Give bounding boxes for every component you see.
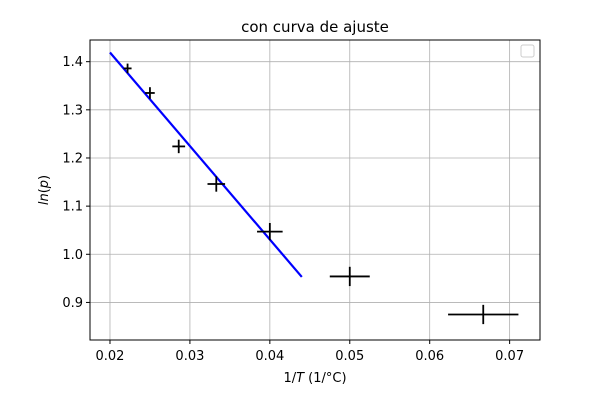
y-tick-label: 1.4 [62, 55, 83, 70]
x-tick-label: 0.02 [96, 349, 125, 364]
chart-title: con curva de ajuste [241, 18, 389, 36]
data-point [123, 63, 132, 74]
x-axis-label-prefix: 1/ [283, 371, 296, 386]
y-tick-label: 1.2 [62, 151, 83, 166]
grid [90, 40, 540, 340]
y-axis-label-symbol: p [37, 180, 52, 189]
y-tick-label: 1.3 [62, 103, 83, 118]
x-tick-label: 0.05 [335, 349, 364, 364]
data-point [329, 266, 370, 287]
x-tick-label: 0.03 [175, 349, 204, 364]
x-axis-label-symbol: T [296, 371, 305, 386]
data-point [172, 139, 186, 154]
x-tick-label: 0.04 [255, 349, 284, 364]
y-axis-label: ln(p) [37, 175, 52, 205]
legend-box [520, 44, 535, 58]
x-axis-ticks: 0.02 0.03 0.04 0.05 0.06 0.07 [96, 340, 524, 364]
data-point [145, 87, 155, 99]
y-axis-ticks: 0.9 1.0 1.1 1.2 1.3 1.4 [62, 55, 90, 311]
data-point [207, 176, 226, 192]
x-tick-label: 0.06 [415, 349, 444, 364]
y-axis-label-close-paren: ) [37, 175, 52, 180]
y-axis-label-func: ln [37, 193, 52, 205]
plot-area-frame [89, 39, 541, 341]
y-tick-label: 1.1 [62, 200, 83, 215]
errorbar-layer [123, 63, 519, 325]
y-tick-label: 0.9 [62, 296, 83, 311]
x-axis-label-unit: (1/°C) [304, 371, 347, 386]
y-axis-label-open-paren: ( [37, 188, 52, 193]
data-point [257, 222, 283, 241]
x-tick-label: 0.07 [495, 349, 524, 364]
x-axis-label: 1/T (1/°C) [283, 371, 346, 386]
data-point [448, 304, 519, 325]
y-tick-label: 1.0 [62, 248, 83, 263]
